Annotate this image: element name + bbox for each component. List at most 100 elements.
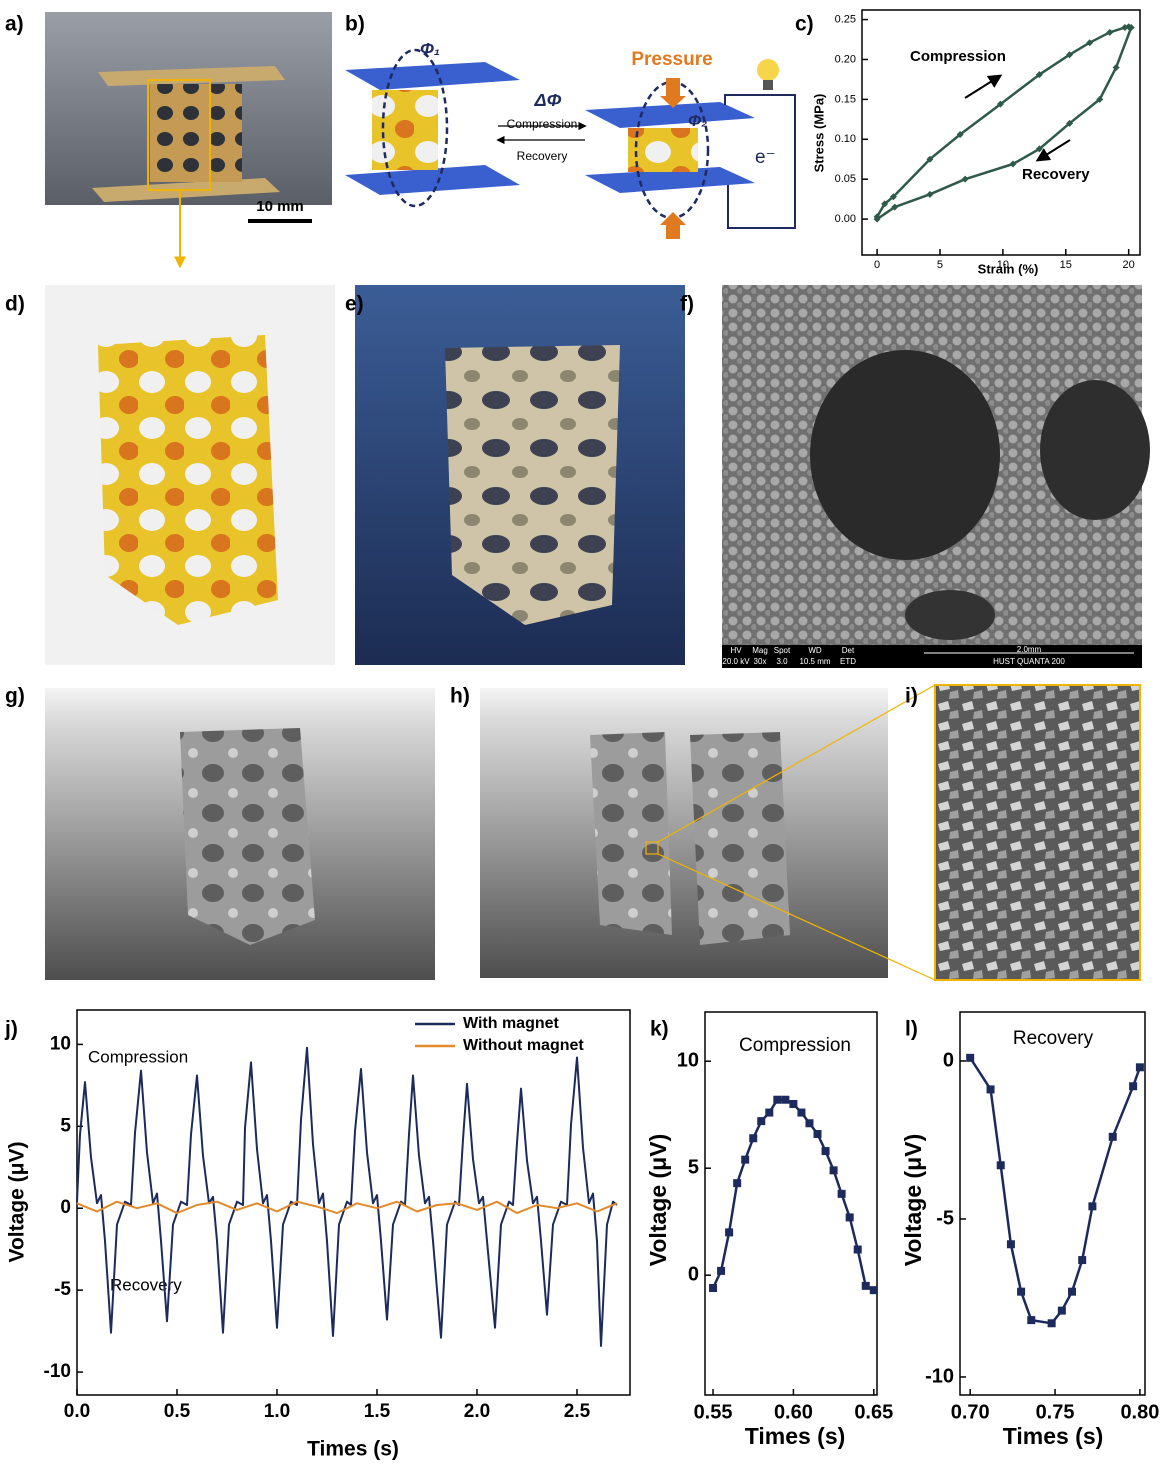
x-axis-title: Times (s) (1003, 1423, 1104, 1449)
data-point (889, 193, 897, 201)
data-point (1035, 71, 1043, 79)
info-header: Mag (752, 646, 768, 655)
y-tick-label: 0 (688, 1263, 699, 1285)
panel-label: c) (795, 13, 814, 36)
x-tick-label: 20 (1123, 259, 1135, 271)
printed-lattice (445, 345, 620, 625)
panel-label: e) (345, 293, 364, 316)
y-axis-title: Voltage (μV) (6, 1142, 29, 1263)
lattice-render (98, 335, 278, 625)
y-tick-label: -5 (54, 1279, 71, 1300)
legend-label: With magnet (463, 1015, 560, 1032)
data-point (1066, 119, 1074, 127)
data-point (821, 1147, 830, 1156)
zoom-line (657, 684, 936, 843)
annotation: Compression (910, 48, 1006, 65)
pressure-arrow (660, 212, 686, 225)
bulb (757, 59, 779, 81)
data-point (1086, 39, 1094, 47)
data-line (76, 1200, 618, 1215)
data-point (1078, 1256, 1087, 1265)
y-axis-title: Stress (MPa) (811, 94, 826, 173)
info-header: Det (842, 646, 855, 655)
backward-label: Recovery (517, 149, 568, 163)
data-point (1106, 28, 1114, 36)
info-value: 10.5 mm (799, 657, 830, 666)
info-bar (722, 645, 1142, 668)
data-point (1066, 51, 1074, 59)
flux-loop (381, 48, 449, 208)
data-point (1027, 1316, 1036, 1325)
data-point (1017, 1287, 1026, 1296)
data-point (1009, 160, 1017, 168)
data-point (891, 203, 899, 211)
pressure-arrow (666, 225, 680, 239)
panel-label: l) (905, 1018, 918, 1041)
annotation-arrow (964, 74, 1003, 99)
y-tick-label: 10 (677, 1049, 699, 1071)
data-point (996, 100, 1004, 108)
info-value: 20.0 kV (722, 657, 750, 666)
y-tick-label: 10 (50, 1033, 71, 1054)
data-point (956, 130, 964, 138)
data-point (709, 1284, 718, 1293)
annotation: Recovery (110, 1275, 182, 1294)
data-point (1135, 1063, 1144, 1072)
plot-frame (704, 1011, 878, 1396)
panel-e (355, 285, 685, 665)
ct-zoom (934, 684, 1141, 981)
data-point (1096, 95, 1104, 103)
ct-lattice (590, 732, 672, 935)
plate (585, 167, 755, 193)
panel-h (480, 684, 936, 981)
data-point (733, 1179, 742, 1188)
y-axis-title: Voltage (μV) (900, 1134, 926, 1267)
panel-label: i) (905, 685, 918, 708)
lattice (372, 90, 438, 170)
data-point (1088, 1202, 1097, 1211)
data-point (1068, 1287, 1077, 1296)
x-tick-label: 0.55 (694, 1401, 733, 1423)
y-tick-label: -5 (936, 1207, 954, 1229)
pressure-label: Pressure (631, 49, 712, 70)
pore (810, 350, 1000, 560)
flux-label: Φ₁ (420, 39, 440, 58)
y-axis-title: Voltage (μV) (645, 1134, 671, 1267)
plot-frame (959, 1011, 1146, 1396)
panel-label: f) (680, 293, 694, 316)
data-point (741, 1155, 750, 1164)
x-tick-label: 0 (874, 259, 880, 271)
ct-lattice (690, 732, 790, 945)
data-point (805, 1119, 814, 1128)
x-tick-label: 10 (997, 259, 1009, 271)
x-tick-label: 0.5 (164, 1401, 191, 1422)
data-point (961, 175, 969, 183)
panel-b: Φ₁ ΔΦ Compression Recovery Pressure Φ₂ e… (345, 39, 796, 239)
pore (1040, 380, 1150, 520)
data-point (765, 1108, 774, 1117)
x-axis-title: Times (s) (745, 1423, 846, 1449)
y-tick-label: 0.15 (835, 93, 856, 105)
circuit (724, 94, 796, 229)
x-axis-title: Times (s) (307, 1438, 399, 1461)
data-point (986, 1085, 995, 1094)
y-tick-label: 5 (688, 1156, 699, 1178)
y-tick-label: -10 (925, 1365, 954, 1387)
panel-d (45, 285, 335, 665)
info-header: WD (808, 646, 822, 655)
x-tick-label: 0.65 (854, 1401, 893, 1423)
data-point (1035, 145, 1043, 153)
scale-bar-label: 10 mm (256, 198, 304, 215)
info-header: HV (730, 646, 742, 655)
bulb-base (763, 80, 773, 90)
plate (585, 102, 755, 128)
x-axis-title: Strain (%) (978, 261, 1039, 276)
info-value: 3.0 (776, 657, 788, 666)
data-point (1057, 1306, 1066, 1315)
data-point (797, 1108, 806, 1117)
x-tick-label: 5 (937, 259, 943, 271)
plate (98, 66, 285, 86)
y-tick-label: 0 (60, 1197, 71, 1218)
y-tick-label: 0 (943, 1049, 954, 1071)
